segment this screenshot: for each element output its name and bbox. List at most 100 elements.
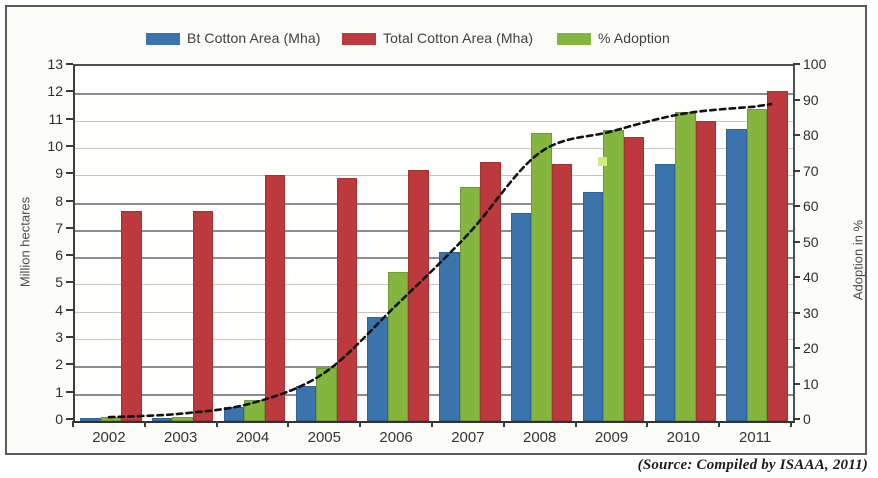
total-bar-2002 bbox=[121, 210, 142, 421]
x-axis-tick-1 bbox=[143, 421, 146, 427]
x-axis-year-label-2006: 2006 bbox=[379, 429, 413, 446]
left-axis-tick-label-8: 8 bbox=[55, 192, 63, 209]
x-axis-tick-5 bbox=[431, 421, 433, 427]
adoption-bar-2007 bbox=[459, 186, 481, 421]
bt-bar-2006 bbox=[367, 317, 388, 421]
x-axis-year-label-2003: 2003 bbox=[164, 429, 198, 446]
bt-bar-2004 bbox=[223, 407, 245, 421]
left-axis-tick-label-3: 3 bbox=[55, 329, 63, 346]
left-axis-tick-label-4: 4 bbox=[55, 301, 63, 318]
left-axis-tick-9 bbox=[66, 172, 73, 175]
bt-bar-2008 bbox=[510, 213, 532, 421]
right-axis-tick-label-0: 0 bbox=[803, 411, 811, 427]
left-axis-tick-7 bbox=[66, 226, 73, 229]
left-axis-tick-label-7: 7 bbox=[55, 219, 63, 236]
right-axis-tick-label-20: 20 bbox=[803, 340, 819, 356]
x-axis-year-label-2009: 2009 bbox=[594, 429, 629, 446]
right-axis-tick-100 bbox=[793, 63, 800, 65]
left-axis-tick-label-6: 6 bbox=[55, 247, 63, 264]
left-axis-tick-label-0: 0 bbox=[55, 411, 63, 427]
adoption-bar-2006 bbox=[387, 271, 409, 421]
right-axis-tick-label-100: 100 bbox=[803, 56, 827, 72]
x-axis-year-label-2002: 2002 bbox=[92, 429, 126, 446]
left-axis-tick-11 bbox=[66, 117, 73, 120]
plot-area bbox=[73, 64, 795, 423]
gridline-12 bbox=[75, 93, 793, 96]
chart-frame: Bt Cotton Area (Mha) Total Cotton Area (M… bbox=[5, 5, 867, 455]
adoption-bar-2011 bbox=[746, 108, 768, 421]
adoption-bar-2002 bbox=[100, 417, 122, 421]
x-axis-year-label-2008: 2008 bbox=[523, 429, 557, 446]
adoption-bar-2005 bbox=[316, 367, 337, 421]
bt-bar-2007 bbox=[439, 251, 460, 421]
x-axis-tick-10 bbox=[790, 421, 792, 427]
x-axis-tick-9 bbox=[718, 421, 721, 427]
right-axis-title: Adoption in % bbox=[850, 219, 866, 301]
bt-bar-2009 bbox=[582, 191, 604, 421]
right-axis-tick-label-30: 30 bbox=[803, 304, 819, 321]
total-bar-2010 bbox=[695, 120, 717, 421]
adoption-bar-2008 bbox=[531, 133, 552, 421]
bt-bar-2010 bbox=[654, 164, 676, 421]
right-axis-tick-label-70: 70 bbox=[803, 162, 819, 179]
x-axis-year-label-2011: 2011 bbox=[738, 429, 772, 446]
left-axis-tick-label-5: 5 bbox=[55, 274, 63, 291]
x-axis-year-label-2010: 2010 bbox=[666, 429, 700, 446]
right-axis-tick-60 bbox=[793, 205, 800, 207]
scan-artifact-square bbox=[598, 157, 607, 166]
left-axis-tick-label-11: 11 bbox=[48, 110, 63, 127]
right-axis-tick-label-90: 90 bbox=[803, 91, 819, 108]
left-axis-tick-0 bbox=[66, 418, 73, 420]
left-axis-tick-3 bbox=[66, 336, 73, 339]
adoption-bar-2010 bbox=[675, 112, 696, 421]
total-bar-2004 bbox=[264, 175, 286, 421]
right-axis-tick-70 bbox=[793, 169, 800, 172]
total-bar-2007 bbox=[480, 161, 501, 421]
left-axis-tick-1 bbox=[66, 390, 73, 393]
left-axis-tick-6 bbox=[66, 254, 73, 257]
left-axis-tick-label-13: 13 bbox=[47, 56, 63, 72]
left-axis-tick-8 bbox=[66, 199, 73, 202]
adoption-bar-2004 bbox=[244, 399, 265, 421]
left-axis-tick-2 bbox=[66, 363, 73, 366]
x-axis-tick-0 bbox=[72, 421, 74, 427]
right-axis-tick-20 bbox=[793, 347, 800, 349]
left-axis-tick-5 bbox=[66, 281, 73, 284]
x-axis-tick-6 bbox=[502, 421, 505, 427]
legend-label-bt: Bt Cotton Area (Mha) bbox=[187, 30, 321, 46]
x-axis-year-label-2007: 2007 bbox=[451, 429, 485, 446]
legend-label-adoption: % Adoption bbox=[598, 30, 670, 46]
left-axis-tick-label-10: 10 bbox=[47, 137, 63, 154]
left-axis-tick-4 bbox=[66, 308, 73, 311]
left-axis-tick-label-2: 2 bbox=[55, 356, 63, 373]
x-axis-year-label-2005: 2005 bbox=[307, 429, 341, 446]
adoption-bar-2003 bbox=[172, 417, 193, 421]
left-axis-tick-12 bbox=[66, 90, 73, 93]
right-axis-tick-40 bbox=[793, 276, 800, 278]
right-axis-tick-30 bbox=[793, 311, 800, 314]
right-axis-tick-label-50: 50 bbox=[803, 233, 819, 250]
total-bar-2008 bbox=[551, 164, 573, 421]
bt-bar-2005 bbox=[295, 385, 317, 421]
right-axis-tick-label-60: 60 bbox=[803, 198, 819, 214]
x-axis-tick-4 bbox=[359, 421, 362, 427]
total-bar-2003 bbox=[192, 210, 214, 421]
total-bar-2005 bbox=[336, 177, 358, 421]
x-axis-tick-7 bbox=[574, 421, 577, 427]
right-axis-tick-label-10: 10 bbox=[803, 375, 819, 392]
x-axis-tick-2 bbox=[215, 421, 218, 427]
bt-bar-2011 bbox=[726, 128, 747, 421]
left-axis-tick-label-1: 1 bbox=[55, 383, 63, 400]
right-axis-tick-label-80: 80 bbox=[803, 127, 819, 143]
right-axis-tick-80 bbox=[793, 134, 800, 136]
left-axis-tick-10 bbox=[66, 144, 73, 147]
source-note: (Source: Compiled by ISAAA, 2011) bbox=[637, 457, 868, 473]
left-axis-tick-label-9: 9 bbox=[55, 165, 63, 182]
legend-swatch-adoption bbox=[557, 33, 591, 45]
bt-bar-2003 bbox=[151, 418, 173, 421]
legend-swatch-bt bbox=[146, 33, 180, 45]
adoption-bar-2009 bbox=[603, 129, 624, 421]
total-bar-2009 bbox=[623, 137, 645, 421]
x-axis-year-label-2004: 2004 bbox=[235, 429, 270, 446]
total-bar-2006 bbox=[408, 169, 429, 421]
